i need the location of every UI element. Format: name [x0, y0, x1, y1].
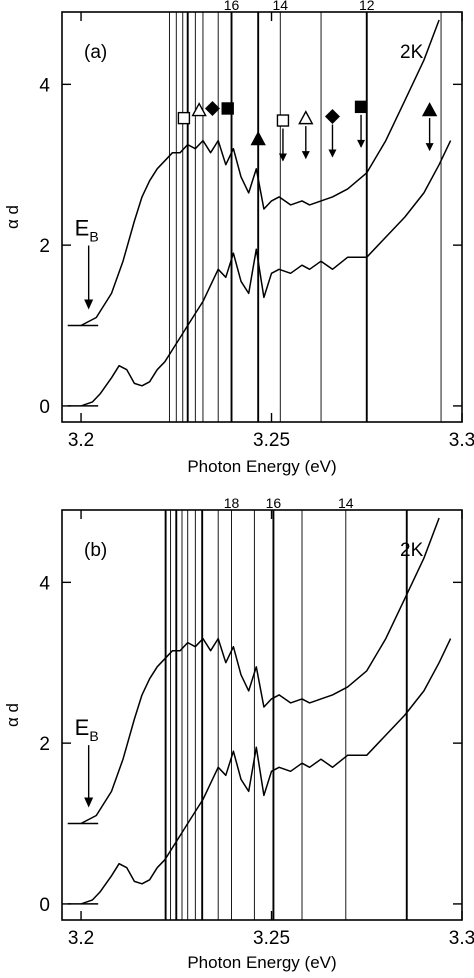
eb-label: EB — [75, 216, 99, 245]
top-level-label: 14 — [272, 0, 288, 13]
eb-label: EB — [75, 715, 99, 744]
series-line-2 — [80, 140, 452, 407]
marker-filled-triangle — [250, 131, 266, 146]
marker-arrowhead — [357, 139, 366, 148]
x-tick-label: 3.3 — [449, 430, 474, 451]
marker-arrowhead — [328, 149, 337, 158]
y-tick-label: 0 — [39, 895, 50, 916]
marker-filled-diamond — [204, 100, 220, 116]
chart-panel-b: 3.2 3.25 3.3 0 2 4 Photon Energy (eV) α d 18 16 14… — [3, 495, 474, 972]
top-level-label: 14 — [338, 495, 354, 511]
y-tick-label: 0 — [39, 397, 50, 418]
marker-open-square — [276, 114, 290, 127]
marker-arrowhead — [425, 143, 434, 152]
x-axis-title: Photon Energy (eV) — [187, 457, 336, 476]
marker-filled-square — [354, 100, 368, 114]
y-tick-label: 4 — [39, 75, 50, 96]
top-level-label: 12 — [359, 0, 375, 13]
x-tick-label: 3.2 — [68, 928, 94, 949]
temperature-label: 2K — [400, 540, 424, 561]
marker-open-square — [177, 111, 191, 125]
x-tick-label: 3.25 — [253, 430, 290, 451]
marker-filled-triangle — [421, 102, 438, 117]
marker-arrowhead — [301, 151, 310, 160]
y-axis-title: α d — [3, 703, 22, 727]
x-tick-label: 3.2 — [68, 430, 94, 451]
eb-arrowhead — [84, 797, 94, 808]
x-axis-title: Photon Energy (eV) — [187, 953, 336, 972]
marker-filled-diamond — [324, 109, 340, 124]
panel-label: (a) — [84, 42, 107, 63]
series-line-2 — [80, 638, 452, 905]
y-axis-title: α d — [3, 205, 22, 229]
eb-subscript: B — [89, 229, 98, 245]
marker-open-triangle — [191, 102, 207, 117]
x-tick-label: 3.3 — [449, 928, 474, 949]
y-tick-label: 2 — [39, 236, 50, 257]
top-level-label: 18 — [224, 495, 240, 511]
top-level-label: 16 — [266, 495, 282, 511]
marker-arrowhead — [278, 153, 287, 162]
y-tick-label: 4 — [39, 573, 50, 594]
y-tick-label: 2 — [39, 734, 50, 755]
series-line-1 — [80, 19, 440, 327]
eb-subscript: B — [89, 728, 98, 744]
chart-panel-a: 3.2 3.25 3.3 0 2 4 Photon Energy (eV) α d 16 14 12… — [3, 0, 474, 476]
eb-arrowhead — [84, 299, 94, 310]
temperature-label: 2K — [400, 42, 424, 63]
panel-label: (b) — [84, 540, 107, 561]
series-line-1 — [80, 517, 440, 825]
plot-frame — [61, 509, 463, 921]
plot-frame — [61, 11, 463, 423]
top-level-label: 16 — [224, 0, 240, 13]
marker-open-triangle — [298, 110, 314, 125]
x-tick-label: 3.25 — [253, 928, 290, 949]
marker-filled-square — [221, 102, 234, 115]
